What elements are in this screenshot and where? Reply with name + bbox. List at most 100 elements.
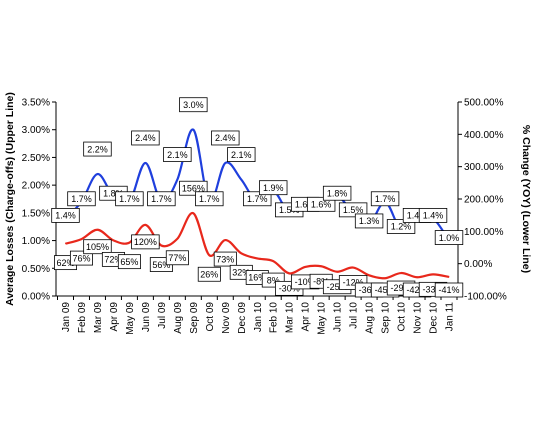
- loss-data-label-box: [131, 130, 160, 146]
- lower-data-point: [208, 254, 210, 256]
- loss-data-label: 1.6%: [311, 200, 332, 210]
- loss-data-label-box: [418, 207, 448, 223]
- loss-data-label-group: 1.4%: [418, 207, 448, 223]
- yoy-data-label: 77%: [168, 253, 186, 263]
- yoy-data-label: -12%: [343, 278, 364, 288]
- x-tick-label: Jul 10: [349, 302, 360, 329]
- x-tick-label: Sep 10: [381, 302, 392, 334]
- x-tick-label: Oct 10: [397, 302, 408, 332]
- loss-data-label-group: 1.2%: [386, 219, 416, 234]
- x-tick-label: Mar 09: [93, 302, 104, 334]
- left-tick-label: 3.50%: [22, 98, 50, 109]
- right-axis-title: % Change (YOY) (Lower Line): [520, 125, 532, 273]
- yoy-data-label: 65%: [120, 257, 138, 267]
- loss-data-label: 2.4%: [215, 133, 236, 143]
- yoy-data-label-box: [117, 254, 141, 270]
- loss-data-label: 1.5%: [343, 205, 364, 215]
- x-tick-label: Sep 09: [189, 302, 200, 334]
- yoy-data-label: -30%: [279, 284, 300, 294]
- yoy-data-label: -45%: [375, 285, 396, 295]
- x-tick-label: Mar 10: [285, 302, 296, 334]
- x-tick-label: Jan 11: [445, 302, 456, 332]
- loss-data-label-group: 3.0%: [179, 97, 208, 113]
- yoy-data-label-box: [213, 251, 237, 267]
- x-tick-label: Jan 10: [253, 302, 264, 332]
- yoy-data-label: 26%: [200, 269, 218, 279]
- yoy-data-label-group: 76%: [69, 250, 93, 266]
- left-tick-label: 1.00%: [22, 236, 50, 247]
- loss-data-label-box: [338, 202, 368, 218]
- yoy-data-label-box: [165, 250, 189, 266]
- lower-data-point: [176, 238, 178, 240]
- loss-data-label: 2.2%: [87, 144, 108, 154]
- loss-data-label-group: 1.7%: [195, 191, 224, 207]
- loss-data-label: 1.7%: [247, 194, 268, 204]
- loss-data-label-group: 1.7%: [115, 191, 144, 207]
- x-tick-label: Jul 09: [157, 302, 168, 329]
- lower-data-point: [304, 266, 306, 268]
- x-tick-label: Apr 10: [301, 302, 312, 332]
- loss-data-label: 2.4%: [135, 133, 156, 143]
- loss-data-label-group: 2.4%: [131, 130, 160, 146]
- yoy-data-label: 62%: [56, 258, 74, 268]
- loss-data-label-box: [434, 230, 464, 245]
- lower-data-point: [288, 272, 290, 274]
- loss-data-label-group: 2.4%: [211, 130, 240, 146]
- loss-data-label-box: [115, 191, 144, 207]
- loss-data-label: 1.7%: [151, 194, 172, 204]
- loss-data-label: 1.0%: [439, 233, 460, 243]
- loss-data-label-box: [386, 219, 416, 234]
- lower-data-point: [65, 243, 66, 245]
- lower-data-point: [400, 272, 402, 274]
- loss-data-label: 1.4%: [423, 211, 444, 221]
- lower-data-point: [96, 229, 98, 231]
- right-tick-label: 200.00%: [464, 195, 504, 206]
- x-tick-label: Feb 09: [77, 302, 88, 334]
- left-tick-label: 0.50%: [22, 264, 50, 275]
- yoy-data-label-box: [69, 250, 93, 266]
- x-tick-label: Apr 09: [109, 302, 120, 332]
- lower-data-point: [432, 273, 434, 275]
- lower-data-point: [192, 212, 194, 214]
- x-tick-label: Aug 09: [173, 302, 184, 334]
- lower-data-point: [272, 260, 274, 262]
- x-tick-label: May 10: [317, 302, 328, 335]
- yoy-data-label-box: [434, 282, 464, 298]
- lower-data-point: [256, 257, 258, 259]
- lower-data-point: [368, 274, 370, 276]
- upper-data-point: [240, 179, 242, 181]
- loss-data-label-box: [51, 207, 80, 223]
- loss-data-label-group: 1.7%: [147, 191, 176, 207]
- yoy-data-label: -8%: [313, 276, 329, 286]
- left-tick-label: 0.00%: [22, 292, 50, 303]
- loss-data-label: 2.1%: [231, 150, 252, 160]
- yoy-data-label: 16%: [248, 273, 266, 283]
- upper-data-point: [176, 179, 178, 181]
- yoy-data-label: 32%: [232, 268, 250, 278]
- yoy-data-label-box: [83, 239, 112, 255]
- yoy-data-label: 120%: [134, 237, 157, 247]
- x-tick-label: Jun 09: [141, 302, 152, 332]
- right-tick-label: 0.00%: [464, 259, 492, 270]
- yoy-data-label-group: 73%: [213, 251, 237, 267]
- lower-data-point: [128, 242, 130, 244]
- loss-data-label: 3.0%: [183, 100, 204, 110]
- loss-data-label: 1.8%: [327, 188, 348, 198]
- x-tick-label: May 09: [125, 302, 136, 335]
- yoy-data-label: 72%: [104, 255, 122, 265]
- loss-data-label-box: [306, 196, 336, 212]
- right-tick-label: 400.00%: [464, 130, 504, 141]
- yoy-data-label: 56%: [152, 260, 170, 270]
- loss-data-label: 1.8%: [103, 188, 124, 198]
- right-tick-label: 500.00%: [464, 98, 504, 109]
- lower-data-point: [160, 245, 162, 247]
- loss-data-label: 2.1%: [167, 150, 188, 160]
- x-tick-label: Jan 09: [61, 302, 72, 332]
- loss-data-label-box: [211, 130, 240, 146]
- loss-data-label-box: [147, 191, 176, 207]
- yoy-data-label-group: -41%: [434, 282, 464, 298]
- lower-data-point: [240, 252, 242, 254]
- yoy-data-label: 8%: [267, 275, 280, 285]
- x-tick-label: Aug 10: [365, 302, 376, 334]
- loss-data-label-box: [243, 191, 272, 207]
